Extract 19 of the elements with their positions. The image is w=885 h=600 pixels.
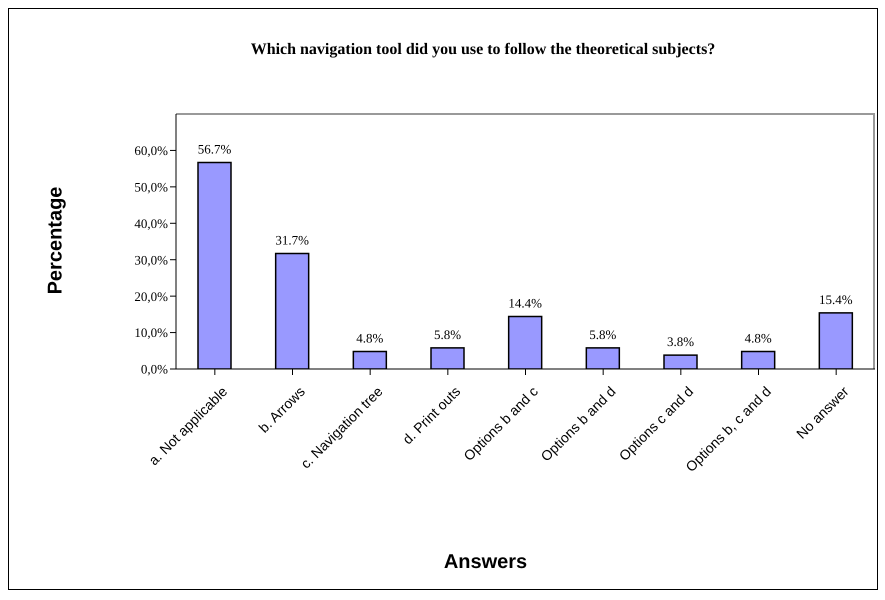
- y-tick-label: 0,0%: [140, 362, 168, 377]
- data-label: 3.8%: [666, 334, 694, 350]
- data-label: 31.7%: [275, 232, 310, 248]
- chart-title: Which navigation tool did you use to follow the theoretical subjects?: [250, 41, 716, 59]
- data-label: 56.7%: [198, 141, 232, 156]
- y-tick-label: 40,0%: [134, 216, 168, 231]
- y-tick-label: 20,0%: [134, 288, 168, 304]
- y-axis-title: Percentage: [44, 186, 68, 296]
- data-label: 14.4%: [508, 296, 542, 311]
- data-label: 15.4%: [819, 292, 853, 307]
- data-label: 5.8%: [589, 326, 617, 342]
- data-label: 4.8%: [356, 330, 384, 346]
- y-tick-label: 50,0%: [134, 179, 168, 194]
- y-tick-label: 60,0%: [134, 143, 168, 158]
- data-label: 5.8%: [434, 326, 462, 342]
- y-tick-label: 10,0%: [134, 325, 168, 340]
- data-label: 4.8%: [744, 330, 772, 346]
- y-tick-label: 30,0%: [134, 252, 168, 268]
- x-axis-title: Answers: [442, 551, 528, 574]
